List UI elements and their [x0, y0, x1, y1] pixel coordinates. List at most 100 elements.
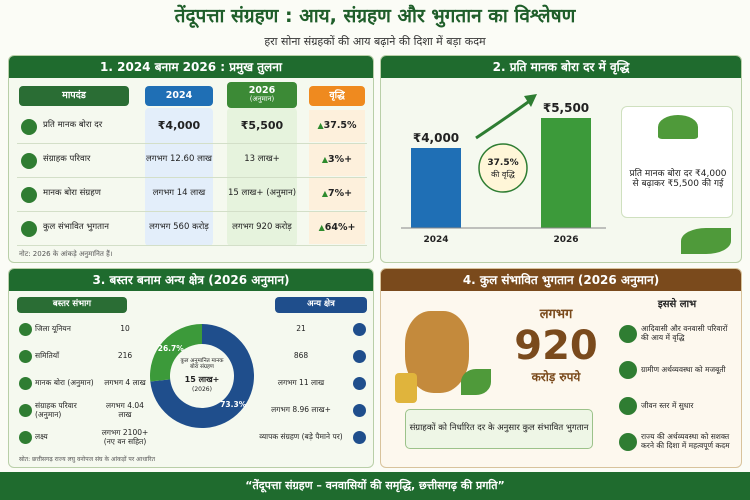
footer: “तेंदूपत्ता संग्रहण – वनवासियों की समृद्…: [0, 472, 750, 500]
trend-arrow: [475, 98, 532, 140]
row-icon: [353, 377, 366, 390]
payment-panel: 4. कुल संभावित भुगतान (2026 अनुमान) लगभग…: [380, 268, 742, 468]
donut-segment: [150, 324, 202, 382]
benefits-title: इससे लाभ: [657, 299, 697, 311]
right-header: अन्य क्षेत्र: [275, 297, 367, 313]
bastar-value: लगभग 2100+ (नए वन सहित): [101, 427, 149, 446]
row-label: संग्राहक परिवार: [43, 154, 91, 165]
arrow-head: [524, 94, 537, 107]
header-cell: मापदंड: [19, 86, 129, 106]
donut-label: 26.7%: [158, 344, 185, 353]
bar: [411, 148, 461, 228]
leaves: [461, 369, 491, 395]
benefit-icon: [619, 433, 637, 451]
other-value: व्यापक संग्रहण (बड़े पैमाने पर): [259, 432, 343, 442]
row-icon: [21, 119, 37, 135]
comparison-panel: 1. 2024 बनाम 2026 : प्रमुख तुलना मापदंड 2…: [8, 55, 374, 263]
row-icon: [353, 404, 366, 417]
note: नोट: 2026 के आंकड़े अनुमानित हैं।: [19, 250, 113, 258]
regions-panel: 3. बस्तर बनाम अन्य क्षेत्र (2026 अनुमान)…: [8, 268, 374, 468]
coins: [395, 373, 417, 403]
row-label: जिला यूनियन: [35, 324, 71, 334]
donut-segment: [150, 324, 254, 428]
value-2024: लगभग 12.60 लाख: [146, 154, 212, 165]
row-divider: [17, 177, 367, 178]
panel-title: 1. 2024 बनाम 2026 : प्रमुख तुलना: [9, 56, 373, 78]
amount-prefix: लगभग: [539, 306, 573, 322]
growth: 37.5%: [309, 110, 365, 142]
row-icon: [19, 350, 32, 363]
left-header: बस्तर संभाग: [17, 297, 127, 313]
value-2026: 15 लाख+ (अनुमान): [227, 188, 297, 199]
leaf-deco: [681, 228, 731, 254]
bar-chart: ₹4,000 2024 ₹5,500 2026 37.5%की वृद्धि: [401, 94, 606, 245]
bastar-value: लगभग 4.04 लाख: [106, 400, 144, 419]
row-label: लक्ष्य: [35, 432, 48, 442]
value-2026: लगभग 920 करोड़: [232, 222, 292, 233]
value-2024: लगभग 560 करोड़: [149, 222, 209, 233]
row-icon: [19, 323, 32, 336]
benefit-text: जीवन स्तर में सुधार: [641, 400, 694, 410]
row-divider: [17, 245, 367, 246]
other-value: लगभग 8.96 लाख+: [271, 405, 331, 415]
benefit-text: आदिवासी और वनवासी परिवारों की आय में वृद…: [641, 324, 728, 342]
donut-center-value: 15 लाख+: [184, 375, 220, 385]
callout: प्रति मानक बोरा दर ₹4,000 से बढ़ाकर ₹5,5…: [621, 106, 733, 218]
leaf-icon: [658, 115, 698, 139]
amount: 920: [514, 323, 598, 369]
bastar-value: 10: [120, 324, 130, 334]
header-cell: 2024: [145, 86, 213, 106]
value-2024: ₹4,000: [157, 118, 201, 132]
header-year: 2026: [248, 84, 276, 96]
value-label: ₹4,000: [413, 131, 459, 145]
other-value: 868: [293, 351, 309, 361]
other-value: लगभग 11 लाख: [277, 378, 325, 388]
row-divider: [17, 211, 367, 212]
row-label: समितियाँ: [35, 351, 60, 361]
source: स्रोत: छत्तीसगढ़ राज्य लघु वनोपज संघ के …: [19, 456, 155, 463]
rate-panel: 2. प्रति मानक बोरा दर में वृद्धि ₹4,000 2…: [380, 55, 742, 263]
row-icon: [19, 404, 32, 417]
growth-text: की वृद्धि: [491, 169, 515, 180]
value-2026: ₹5,500: [240, 118, 284, 132]
benefit-text: ग्रामीण अर्थव्यवस्था को मजबूती: [641, 364, 726, 374]
subtitle: हरा सोना संग्रहकों की आय बढ़ाने की दिशा …: [264, 35, 486, 48]
category-label: 2024: [423, 235, 448, 245]
benefit-text: राज्य की अर्थव्यवस्था को सशक्त करने की द…: [641, 432, 730, 450]
row-icon: [21, 153, 37, 169]
header-cell: 2026 (अनुमान): [227, 82, 297, 108]
row-label: संग्राहक परिवार (अनुमान): [35, 400, 77, 419]
row-icon: [21, 221, 37, 237]
panel-title: 2. प्रति मानक बोरा दर में वृद्धि: [381, 56, 741, 78]
growth-value: 37.5%: [487, 158, 518, 168]
value-2026: 13 लाख+: [244, 154, 280, 165]
row-icon: [19, 377, 32, 390]
panel-title: 4. कुल संभावित भुगतान (2026 अनुमान): [381, 269, 741, 291]
donut-label: 73.3%: [220, 400, 247, 409]
row-icon: [353, 350, 366, 363]
bastar-value: लगभग 4 लाख: [104, 378, 146, 388]
header-cell: वृद्धि: [309, 86, 365, 106]
category-label: 2026: [553, 235, 578, 245]
row-label: मानक बोरा (अनुमान): [35, 378, 94, 388]
other-value: 21: [296, 324, 306, 334]
growth: 64%+: [309, 212, 365, 244]
donut-center-text: कुल अनुमानित मानक बोरा संग्रहण: [180, 357, 224, 370]
amount-unit: करोड़ रुपये: [531, 370, 581, 385]
growth: 7%+: [309, 178, 365, 210]
value-label: ₹5,500: [543, 101, 589, 115]
panel-title: 3. बस्तर बनाम अन्य क्षेत्र (2026 अनुमान): [9, 269, 373, 291]
donut-center-year: (2026): [192, 385, 212, 393]
growth: 3%+: [309, 144, 365, 176]
value-2024: लगभग 14 लाख: [152, 188, 206, 199]
row-icon: [353, 431, 366, 444]
benefit-icon: [619, 325, 637, 343]
row-icon: [19, 431, 32, 444]
row-label: मानक बोरा संग्रहण: [43, 188, 101, 199]
header-note: (अनुमान): [249, 95, 275, 104]
growth-bubble: [478, 143, 528, 193]
row-label: कुल संभावित भुगतान: [43, 222, 109, 233]
row-divider: [17, 143, 367, 144]
row-icon: [353, 323, 366, 336]
donut-chart: 73.3% 26.7%: [150, 324, 254, 428]
